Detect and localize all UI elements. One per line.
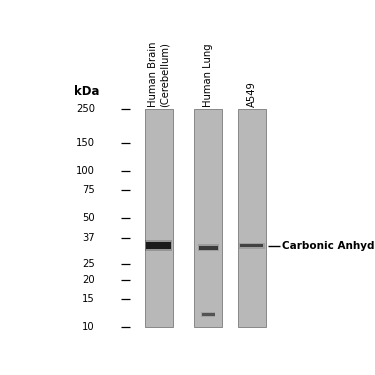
Bar xyxy=(201,312,215,317)
Bar xyxy=(145,240,172,251)
Text: Carbonic Anhydrase IV: Carbonic Anhydrase IV xyxy=(282,241,375,250)
Text: 250: 250 xyxy=(76,104,95,114)
Text: 150: 150 xyxy=(76,138,95,148)
Text: 20: 20 xyxy=(82,274,95,285)
Text: 10: 10 xyxy=(82,321,95,332)
Bar xyxy=(145,108,172,327)
Text: 100: 100 xyxy=(76,166,95,176)
Text: 75: 75 xyxy=(82,185,95,195)
Text: 15: 15 xyxy=(82,294,95,304)
Bar xyxy=(146,243,171,249)
Text: Human Lung: Human Lung xyxy=(203,44,213,107)
Bar xyxy=(198,244,219,251)
Text: Human Brain
(Cerebellum): Human Brain (Cerebellum) xyxy=(148,42,170,107)
Bar xyxy=(240,244,263,248)
Bar xyxy=(194,108,222,327)
Text: A549: A549 xyxy=(247,81,257,107)
Bar xyxy=(238,108,266,327)
Text: kDa: kDa xyxy=(74,86,99,98)
Bar xyxy=(202,313,215,316)
Text: 25: 25 xyxy=(82,260,95,270)
Bar xyxy=(199,246,217,250)
Text: 50: 50 xyxy=(82,213,95,222)
Text: 37: 37 xyxy=(82,233,95,243)
Bar xyxy=(239,243,264,249)
